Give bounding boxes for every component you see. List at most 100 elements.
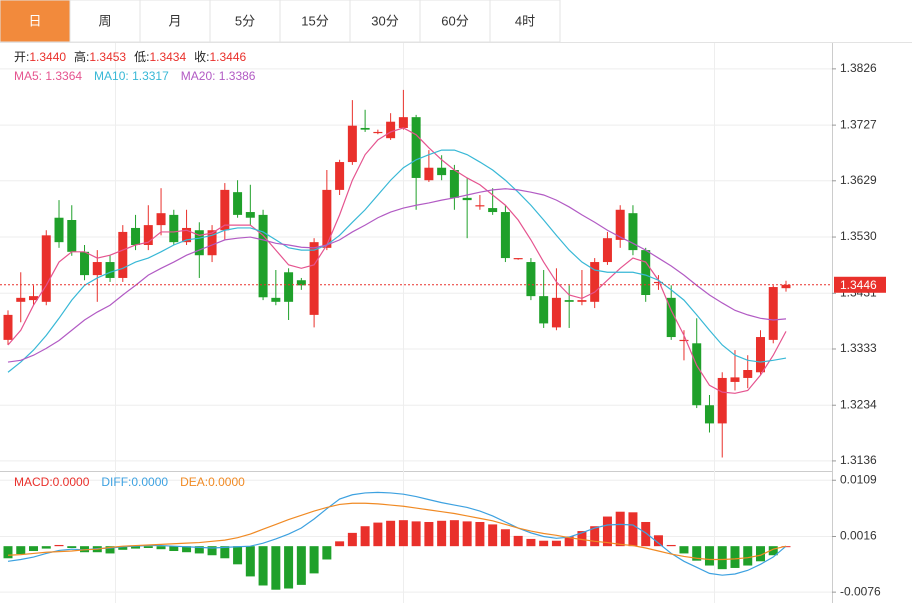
ohlc-label: 收: xyxy=(194,50,209,64)
ma-line xyxy=(7,149,787,373)
tab-bg xyxy=(139,0,211,43)
last-price-box xyxy=(834,276,886,293)
candle-body xyxy=(169,214,179,243)
tab[interactable]: 月 xyxy=(139,0,211,43)
candle-body xyxy=(309,242,319,315)
candle-body xyxy=(233,192,243,215)
legend-entry: MACD:0.0000 xyxy=(14,475,90,489)
macd-bar xyxy=(233,546,243,565)
legend-entry: MA5: 1.3364 xyxy=(14,69,82,83)
macd-bar xyxy=(16,546,26,555)
y-tick-label: 1.3530 xyxy=(840,229,877,243)
candle-body xyxy=(615,209,625,240)
tab[interactable]: 日 xyxy=(0,0,71,43)
macd-bar xyxy=(373,522,383,547)
legend-entry: MA20: 1.3386 xyxy=(181,69,256,83)
macd-bar xyxy=(462,521,472,547)
candle-body xyxy=(296,280,306,286)
tab[interactable]: 15分 xyxy=(279,0,351,43)
tab-bar: 日 周 月 5分 15分 30分 60分 4时 xyxy=(0,0,561,43)
candle-body xyxy=(424,167,434,181)
macd-bar xyxy=(54,544,64,547)
macd-bar xyxy=(220,546,230,559)
macd-bar xyxy=(628,512,638,547)
y-tick-label: 1.3136 xyxy=(840,453,877,467)
y-tick-label: 1.3234 xyxy=(840,397,877,411)
ohlc-value: 1.3446 xyxy=(209,50,246,64)
ohlc-label: 低: xyxy=(134,50,149,64)
macd-bar xyxy=(29,546,39,552)
macd-bar xyxy=(3,546,13,559)
candle-body xyxy=(284,272,294,302)
candle-body xyxy=(347,125,357,163)
candle-body xyxy=(118,231,128,278)
macd-bar xyxy=(105,546,115,554)
macd-bar xyxy=(284,546,294,589)
tab[interactable]: 周 xyxy=(69,0,141,43)
macd-bar xyxy=(182,546,192,553)
macd-bar xyxy=(551,540,561,547)
tab[interactable]: 30分 xyxy=(349,0,421,43)
macd-bar xyxy=(207,546,217,556)
tab-label: 30分 xyxy=(371,13,398,28)
macd-bar xyxy=(449,520,459,547)
candle-body xyxy=(398,117,408,128)
tab-bg xyxy=(489,0,561,43)
tab[interactable]: 60分 xyxy=(419,0,491,43)
candle-body xyxy=(768,287,778,340)
y-tick-label: -0.0076 xyxy=(840,584,881,598)
y-tick-label: 1.3333 xyxy=(840,341,877,355)
candle-body xyxy=(41,235,51,302)
candle-body xyxy=(679,339,689,342)
candle-body xyxy=(475,205,485,207)
macd-bar xyxy=(360,526,370,547)
legend-entry: DEA:0.0000 xyxy=(180,475,245,489)
candle-body xyxy=(373,131,383,134)
macd-bar xyxy=(411,521,421,547)
candle-body xyxy=(156,213,166,226)
candle-body xyxy=(590,262,600,302)
tab-label: 15分 xyxy=(301,13,328,28)
macd-bar xyxy=(335,541,345,547)
macd-bar xyxy=(156,546,166,550)
tab[interactable]: 5分 xyxy=(209,0,281,43)
macd-bar xyxy=(475,521,485,547)
y-tick-label: 0.0016 xyxy=(840,529,877,543)
candle-body xyxy=(245,212,255,218)
ma-legend: MA5: 1.3364 MA10: 1.3317 MA20: 1.3386 xyxy=(14,69,256,83)
candle-body xyxy=(258,214,268,298)
macd-bar xyxy=(602,516,612,547)
macd-bar xyxy=(296,546,306,585)
candle-body xyxy=(692,343,702,406)
y-tick-label: 1.3826 xyxy=(840,61,877,75)
tab-label: 日 xyxy=(28,13,41,28)
macd-bar xyxy=(143,546,153,548)
macd-bar xyxy=(513,535,523,547)
candle-body xyxy=(182,227,192,243)
macd-bar xyxy=(590,526,600,547)
candle-body xyxy=(54,217,64,243)
plot: 1.38261.37271.36291.35301.34311.33331.32… xyxy=(0,49,886,598)
macd-bar xyxy=(641,521,651,547)
candle-body xyxy=(641,250,651,295)
macd-bar xyxy=(526,538,536,547)
candle-body xyxy=(526,262,536,297)
macd-line xyxy=(7,491,787,576)
macd-bar xyxy=(386,520,396,547)
macd-bar xyxy=(768,546,778,556)
candle-body xyxy=(143,225,153,245)
tab[interactable]: 4时 xyxy=(489,0,561,43)
macd-bar xyxy=(679,546,689,554)
ohlc-label: 开: xyxy=(14,50,29,64)
macd-bar xyxy=(322,546,332,560)
candle-body xyxy=(360,127,370,130)
y-tick-label: 1.3629 xyxy=(840,173,877,187)
y-tick-label: 0.0109 xyxy=(840,472,877,486)
candle-body xyxy=(220,189,230,231)
candle-body xyxy=(755,337,765,373)
macd-bar xyxy=(653,535,663,547)
candle-body xyxy=(322,189,332,248)
candle-body xyxy=(704,405,714,424)
tab-label: 5分 xyxy=(235,13,255,28)
